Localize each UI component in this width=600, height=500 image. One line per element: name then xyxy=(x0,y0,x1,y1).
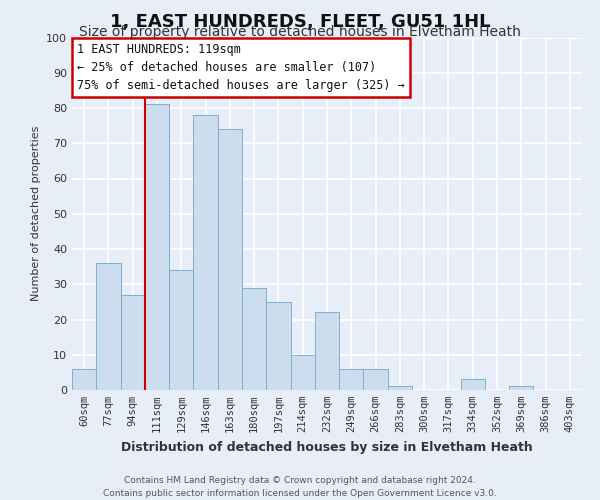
Bar xyxy=(121,295,145,390)
Bar xyxy=(96,263,121,390)
Text: Contains HM Land Registry data © Crown copyright and database right 2024.
Contai: Contains HM Land Registry data © Crown c… xyxy=(103,476,497,498)
Text: 1 EAST HUNDREDS: 119sqm
← 25% of detached houses are smaller (107)
75% of semi-d: 1 EAST HUNDREDS: 119sqm ← 25% of detache… xyxy=(77,43,405,92)
Bar xyxy=(266,302,290,390)
Bar xyxy=(242,288,266,390)
Bar xyxy=(218,129,242,390)
Bar xyxy=(509,386,533,390)
Bar xyxy=(145,104,169,390)
Bar xyxy=(388,386,412,390)
Bar xyxy=(461,380,485,390)
Bar xyxy=(339,369,364,390)
Bar xyxy=(290,355,315,390)
Bar xyxy=(315,312,339,390)
Y-axis label: Number of detached properties: Number of detached properties xyxy=(31,126,41,302)
Bar xyxy=(193,115,218,390)
Bar xyxy=(72,369,96,390)
Bar xyxy=(169,270,193,390)
Text: Size of property relative to detached houses in Elvetham Heath: Size of property relative to detached ho… xyxy=(79,25,521,39)
Bar xyxy=(364,369,388,390)
X-axis label: Distribution of detached houses by size in Elvetham Heath: Distribution of detached houses by size … xyxy=(121,440,533,454)
Text: 1, EAST HUNDREDS, FLEET, GU51 1HL: 1, EAST HUNDREDS, FLEET, GU51 1HL xyxy=(110,12,490,30)
